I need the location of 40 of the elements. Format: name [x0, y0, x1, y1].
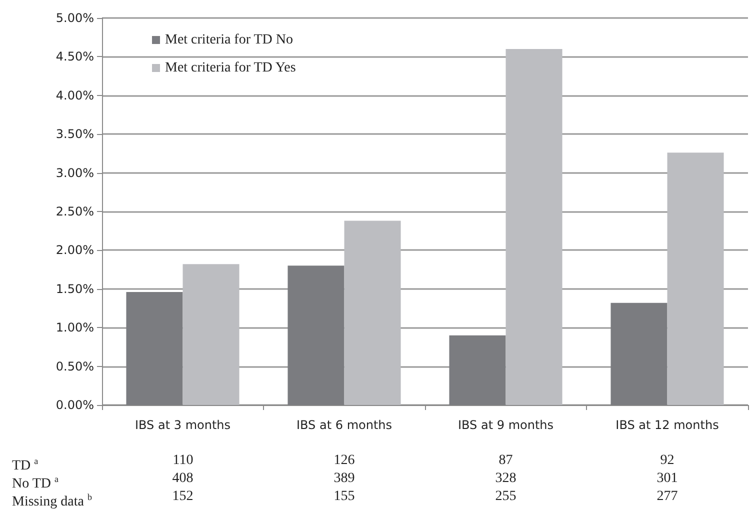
- y-tick-label: 0.00%: [56, 398, 94, 412]
- text: 110: [172, 453, 194, 469]
- y-tick-label: 4.00%: [56, 88, 94, 102]
- bar: [288, 266, 344, 405]
- y-tick-label: 3.00%: [56, 166, 94, 180]
- y-tick-label: 1.50%: [56, 282, 94, 296]
- text: 277: [656, 489, 678, 505]
- bar: [449, 335, 506, 405]
- y-tick-label: 3.50%: [56, 127, 94, 142]
- bar: [610, 302, 668, 405]
- text: 87: [498, 453, 513, 469]
- legend-label: Met criteria for TD No: [165, 32, 294, 48]
- bar: [182, 264, 240, 405]
- y-tick-label: 2.50%: [56, 204, 94, 218]
- text: 255: [495, 489, 516, 505]
- text: 328: [495, 471, 516, 487]
- x-tick-label: IBS at 3 months: [134, 418, 231, 432]
- legend-label: Met criteria for TD Yes: [165, 60, 296, 76]
- x-tick-label: IBS at 12 months: [616, 418, 719, 432]
- y-tick-label: 0.50%: [56, 359, 94, 374]
- text: 126: [334, 453, 355, 469]
- bar: [344, 220, 401, 405]
- text: 152: [172, 489, 194, 505]
- y-tick-label: 1.00%: [56, 320, 94, 335]
- bar: [506, 48, 562, 405]
- x-tick-label: IBS at 9 months: [458, 418, 554, 432]
- text: 389: [334, 471, 355, 487]
- text: 155: [334, 489, 355, 505]
- text: 408: [172, 471, 194, 487]
- y-tick-label: 5.00%: [56, 11, 94, 25]
- text: Missing data $^{b}$: [12, 492, 92, 510]
- text: 92: [660, 453, 674, 469]
- y-tick-label: 4.50%: [56, 50, 94, 64]
- y-tick-label: 2.00%: [56, 243, 94, 258]
- bar: [667, 152, 724, 405]
- text: No TD $^{a}$: [12, 474, 59, 492]
- bar: [126, 292, 183, 405]
- text: 301: [656, 471, 678, 487]
- text: TD $^{a}$: [12, 455, 38, 475]
- x-tick-label: IBS at 6 months: [296, 418, 392, 432]
